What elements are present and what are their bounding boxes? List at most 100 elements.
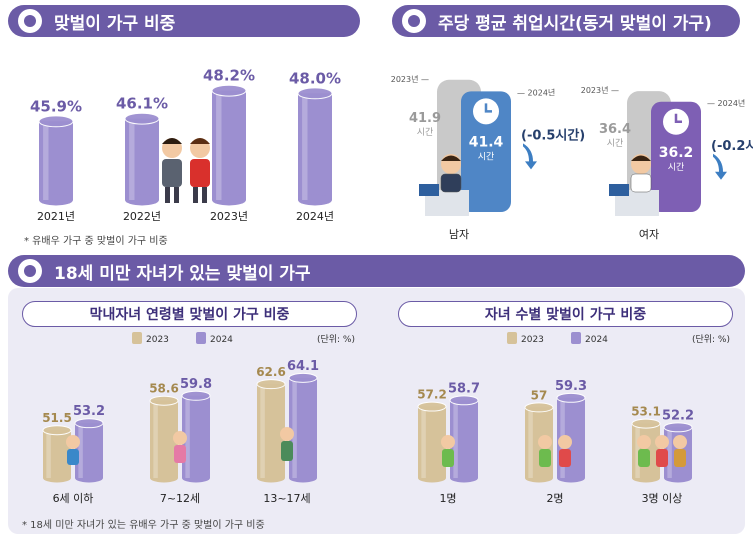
- person-body-1: [190, 159, 210, 187]
- count-bar-2023-1-base: [525, 473, 553, 483]
- age-unit-note: (단위: %): [317, 334, 355, 345]
- count-bar-2024-0-top: [449, 395, 479, 406]
- share-bar-0-shine: [43, 121, 49, 200]
- count-value-2023-1: 57: [531, 388, 548, 402]
- subtitle-age-chart: 막내자녀 연령별 맞벌이 가구 비중: [22, 301, 357, 327]
- count-bar-2023-2-base: [632, 473, 660, 483]
- age-bar-2023-2-shine: [260, 384, 265, 478]
- count-bar-2023-0-shine: [421, 406, 426, 478]
- age-bar-2024-0-base: [75, 473, 103, 483]
- section-share-title: 맞벌이 가구 비중: [54, 13, 176, 34]
- share-category-label-2: 2023년: [210, 210, 248, 223]
- age-bar-chart: 2023 2024 (단위: %) 51.5 53.2 6세 이하 58.6 59.8 7~12…: [42, 332, 355, 505]
- hours-value-2024-0: 41.4: [469, 134, 504, 150]
- hours-change-1: (-0.2시간): [711, 138, 753, 154]
- person-hair-1: [190, 138, 210, 144]
- monitor-0: [419, 184, 439, 196]
- count-value-2024-1: 59.3: [555, 379, 587, 394]
- person-leg-right-1: [202, 187, 207, 203]
- share-bar-0-body: [39, 121, 73, 200]
- share-bar-3-body: [298, 93, 332, 200]
- age-bar-2024-0-top: [74, 418, 104, 429]
- count-value-2024-0: 58.7: [448, 381, 480, 396]
- share-footnote: * 유배우 가구 중 맞벌이 가구 비중: [24, 236, 168, 247]
- kid-body-0-0: [442, 449, 454, 467]
- age-bar-2024-2: [288, 372, 318, 483]
- hours-unit-2024-1: 시간: [668, 162, 685, 173]
- share-value-label-2: 48.2%: [203, 67, 255, 85]
- count-bar-2024-2-base: [664, 473, 692, 483]
- age-category-label-1: 7~12세: [160, 492, 200, 505]
- age-value-2023-1: 58.6: [149, 382, 179, 396]
- hours-unit-2023-0: 시간: [417, 127, 434, 138]
- share-bar-3-base: [298, 194, 332, 206]
- share-value-label-0: 45.9%: [30, 97, 82, 115]
- share-bar-1-base: [125, 194, 159, 206]
- count-category-label-2: 3명 이상: [642, 492, 683, 505]
- section-share-header: 맞벌이 가구 비중: [8, 5, 360, 37]
- kid-head-1-0: [538, 435, 552, 449]
- count-bar-chart: 2023 2024 (단위: %) 57.2 58.7 1명 57 59.3 2명 53.1 52.…: [417, 332, 730, 505]
- share-bar-1-body: [125, 118, 159, 200]
- share-bar-2-top: [211, 84, 247, 97]
- hours-year-2024-1: — 2024년: [707, 98, 745, 108]
- count-bar-2024-1-top: [556, 392, 586, 403]
- count-value-2024-2: 52.2: [662, 408, 694, 423]
- age-category-label-2: 13~17세: [263, 492, 310, 505]
- hours-value-2023-1: 36.4: [599, 122, 631, 137]
- section-hours-title: 주당 평균 취업시간(동거 맞벌이 가구): [438, 13, 712, 34]
- bullet-icon: [18, 259, 42, 283]
- share-bar-0: [38, 115, 74, 206]
- count-bar-2024-0-shine: [453, 400, 458, 478]
- section-children-header: 18세 미만 자녀가 있는 맞벌이 가구: [8, 255, 745, 287]
- age-bar-2023-1-top: [149, 395, 179, 406]
- person-leg-left-1: [193, 187, 198, 203]
- count-bar-2024-0-base: [450, 473, 478, 483]
- share-category-label-1: 2022년: [123, 210, 161, 223]
- count-bar-2023-2-top: [631, 418, 661, 429]
- count-bar-2024-0-body: [450, 400, 478, 478]
- section-children-title: 18세 미만 자녀가 있는 맞벌이 가구: [54, 263, 311, 284]
- share-bar-2-shine: [216, 90, 222, 200]
- count-legend-label-2023: 2023: [521, 335, 544, 345]
- age-bar-2023-0-top: [42, 425, 72, 436]
- share-value-label-3: 48.0%: [289, 69, 341, 87]
- kid-body-2-2: [674, 449, 686, 467]
- kid-head-2-1: [655, 435, 669, 449]
- kid-head-0-0: [441, 435, 455, 449]
- hours-group-label-0: 남자: [449, 228, 469, 241]
- age-value-2023-2: 62.6: [256, 365, 286, 379]
- hours-bar-2024-1: [651, 101, 701, 212]
- kid-body-2-1: [656, 449, 668, 467]
- kid-head-1-1: [558, 435, 572, 449]
- count-bar-2024-2-shine: [667, 427, 672, 478]
- age-legend-label-2024: 2024: [210, 335, 233, 345]
- hours-group-label-1: 여자: [639, 228, 659, 241]
- age-bar-2023-0: [42, 425, 72, 483]
- share-bar-0-top: [38, 115, 74, 128]
- worker-body-0: [440, 173, 462, 193]
- child-head-0: [66, 435, 80, 449]
- share-bar-chart: 45.9% 2021년 46.1% 2022년 48.2% 2023년 48.0% 2024년: [30, 67, 341, 223]
- share-bar-3-shine: [302, 93, 308, 200]
- down-arrow-icon-1: [713, 153, 727, 180]
- age-bar-2024-1-top: [181, 390, 211, 401]
- children-footnote: * 18세 미만 자녀가 있는 유배우 가구 중 맞벌이 가구 비중: [22, 520, 265, 531]
- count-bar-2023-2-shine: [635, 423, 640, 478]
- share-value-label-1: 46.1%: [116, 95, 168, 113]
- count-legend-label-2024: 2024: [585, 335, 608, 345]
- age-value-2024-0: 53.2: [73, 404, 105, 419]
- count-legend-swatch-2023: [507, 332, 517, 344]
- age-bar-2023-2-base: [257, 473, 285, 483]
- age-legend-label-2023: 2023: [146, 335, 169, 345]
- kid-body-1-1: [559, 449, 571, 467]
- person-leg-right-0: [174, 187, 179, 203]
- age-bar-2024-2-body: [289, 377, 317, 478]
- age-bar-2023-1-shine: [153, 400, 158, 478]
- share-bar-3-top: [297, 87, 333, 100]
- child-head-2: [280, 427, 294, 441]
- section-hours-header: 주당 평균 취업시간(동거 맞벌이 가구): [392, 5, 740, 37]
- hours-year-2023-0: 2023년 —: [391, 74, 429, 84]
- clock-hands-icon-0: [484, 103, 492, 113]
